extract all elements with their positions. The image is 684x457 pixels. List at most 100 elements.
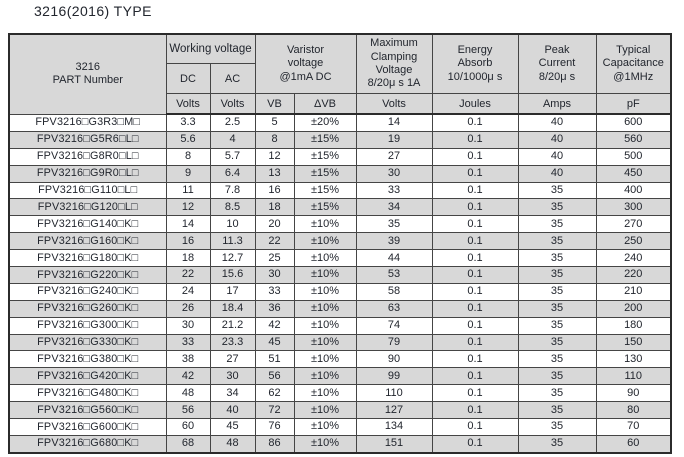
cell-dc-volts: 68	[165, 434, 211, 454]
cell-clamping-voltage: 74	[355, 316, 433, 335]
cell-peak-current: 35	[517, 333, 597, 352]
cell-capacitance: 210	[595, 282, 672, 301]
cell-energy-joules: 0.1	[431, 350, 519, 369]
col-header-energy-absorb: Energy Absorb 10/1000μ s	[431, 33, 519, 94]
cell-delta-vb: ±10%	[293, 316, 357, 335]
cell-delta-vb: ±20%	[293, 113, 357, 132]
cell-clamping-voltage: 134	[355, 418, 433, 436]
cell-dc-volts: 9	[165, 164, 211, 183]
cell-ac-volts: 10	[209, 215, 256, 234]
cell-ac-volts: 7.8	[209, 181, 256, 200]
cell-vb: 8	[254, 130, 295, 149]
cell-capacitance: 70	[595, 418, 672, 436]
cell-ac-volts: 5.7	[209, 147, 256, 166]
cell-delta-vb: ±10%	[293, 232, 357, 251]
col-header-max-clamping-voltage: Maximum Clamping Voltage 8/20μ s 1A	[355, 33, 433, 94]
table-row: FPV3216□G160□K□ 16 11.3 22 ±10% 39 0.1 35 250	[8, 232, 672, 251]
cell-part-number: FPV3216□G5R6□L□	[8, 130, 167, 149]
cell-delta-vb: ±15%	[293, 181, 357, 200]
cell-delta-vb: ±10%	[293, 418, 357, 436]
cell-capacitance: 300	[595, 198, 672, 217]
table-row: FPV3216□G600□K□ 60 45 76 ±10% 134 0.1 35 70	[8, 418, 672, 436]
cell-clamping-voltage: 58	[355, 282, 433, 301]
cell-capacitance: 500	[595, 147, 672, 166]
cell-part-number: FPV3216□G8R0□L□	[8, 147, 167, 166]
cell-energy-joules: 0.1	[431, 266, 519, 284]
table-header: 3216 PART Number Working voltage Varisto…	[8, 33, 672, 115]
cell-energy-joules: 0.1	[431, 147, 519, 166]
cell-energy-joules: 0.1	[431, 434, 519, 454]
cell-dc-volts: 5.6	[165, 130, 211, 149]
cell-ac-volts: 18.4	[209, 299, 256, 318]
cell-capacitance: 240	[595, 249, 672, 268]
cell-vb: 36	[254, 299, 295, 318]
table-row: FPV3216□G5R6□L□ 5.6 4 8 ±15% 19 0.1 40 560	[8, 130, 672, 149]
cell-dc-volts: 48	[165, 384, 211, 403]
cell-peak-current: 35	[517, 350, 597, 369]
cell-energy-joules: 0.1	[431, 232, 519, 251]
cell-vb: 12	[254, 147, 295, 166]
table-row: FPV3216□G220□K□ 22 15.6 30 ±10% 53 0.1 35 220	[8, 266, 672, 284]
cell-capacitance: 110	[595, 367, 672, 386]
cell-part-number: FPV3216□G120□L□	[8, 198, 167, 217]
cell-dc-volts: 18	[165, 249, 211, 268]
unit-vb: VB	[254, 93, 295, 115]
table-row: FPV3216□G3R3□M□ 3.3 2.5 5 ±20% 14 0.1 40 600	[8, 113, 672, 132]
varistor-spec-table: 3216 PART Number Working voltage Varisto…	[8, 33, 672, 454]
unit-energy-joules: Joules	[431, 93, 519, 115]
cell-vb: 16	[254, 181, 295, 200]
table-row: FPV3216□G680□K□ 68 48 86 ±10% 151 0.1 35 60	[8, 434, 672, 454]
cell-dc-volts: 22	[165, 266, 211, 284]
table-row: FPV3216□G560□K□ 56 40 72 ±10% 127 0.1 35 80	[8, 401, 672, 420]
cell-ac-volts: 21.2	[209, 316, 256, 335]
cell-peak-current: 40	[517, 147, 597, 166]
cell-capacitance: 270	[595, 215, 672, 234]
cell-energy-joules: 0.1	[431, 181, 519, 200]
cell-clamping-voltage: 33	[355, 181, 433, 200]
cell-ac-volts: 23.3	[209, 333, 256, 352]
cell-clamping-voltage: 19	[355, 130, 433, 149]
cell-peak-current: 40	[517, 113, 597, 132]
cell-dc-volts: 33	[165, 333, 211, 352]
cell-part-number: FPV3216□G680□K□	[8, 434, 167, 454]
cell-dc-volts: 30	[165, 316, 211, 335]
cell-part-number: FPV3216□G300□K□	[8, 316, 167, 335]
table-row: FPV3216□G480□K□ 48 34 62 ±10% 110 0.1 35 90	[8, 384, 672, 403]
cell-clamping-voltage: 99	[355, 367, 433, 386]
cell-capacitance: 130	[595, 350, 672, 369]
cell-delta-vb: ±10%	[293, 434, 357, 454]
unit-peak-amps: Amps	[517, 93, 597, 115]
cell-energy-joules: 0.1	[431, 113, 519, 132]
cell-delta-vb: ±10%	[293, 333, 357, 352]
table-row: FPV3216□G420□K□ 42 30 56 ±10% 99 0.1 35 110	[8, 367, 672, 386]
cell-peak-current: 35	[517, 418, 597, 436]
cell-peak-current: 35	[517, 249, 597, 268]
table-row: FPV3216□G8R0□L□ 8 5.7 12 ±15% 27 0.1 40 500	[8, 147, 672, 166]
cell-energy-joules: 0.1	[431, 333, 519, 352]
cell-ac-volts: 48	[209, 434, 256, 454]
cell-capacitance: 600	[595, 113, 672, 132]
cell-capacitance: 560	[595, 130, 672, 149]
cell-clamping-voltage: 44	[355, 249, 433, 268]
cell-delta-vb: ±15%	[293, 147, 357, 166]
cell-energy-joules: 0.1	[431, 316, 519, 335]
cell-part-number: FPV3216□G330□K□	[8, 333, 167, 352]
cell-clamping-voltage: 127	[355, 401, 433, 420]
cell-energy-joules: 0.1	[431, 198, 519, 217]
cell-dc-volts: 56	[165, 401, 211, 420]
cell-ac-volts: 30	[209, 367, 256, 386]
unit-clamping-volts: Volts	[355, 93, 433, 115]
cell-capacitance: 200	[595, 299, 672, 318]
cell-clamping-voltage: 30	[355, 164, 433, 183]
cell-peak-current: 40	[517, 130, 597, 149]
cell-energy-joules: 0.1	[431, 401, 519, 420]
cell-vb: 56	[254, 367, 295, 386]
table-row: FPV3216□G380□K□ 38 27 51 ±10% 90 0.1 35 130	[8, 350, 672, 369]
cell-delta-vb: ±10%	[293, 266, 357, 284]
cell-peak-current: 40	[517, 164, 597, 183]
cell-vb: 86	[254, 434, 295, 454]
cell-vb: 22	[254, 232, 295, 251]
cell-ac-volts: 40	[209, 401, 256, 420]
cell-ac-volts: 45	[209, 418, 256, 436]
cell-vb: 5	[254, 113, 295, 132]
